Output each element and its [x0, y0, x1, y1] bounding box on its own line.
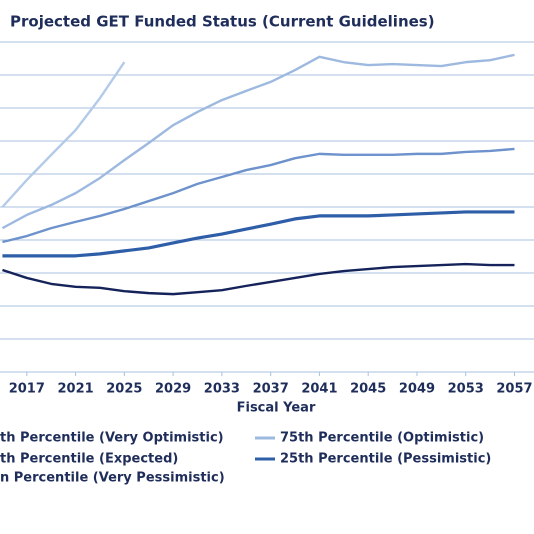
x-tick-label: 2029: [155, 382, 191, 397]
series-line: [1, 53, 515, 230]
x-tick-label: 2017: [9, 382, 45, 397]
legend-label: 25th Percentile (Pessimistic): [280, 452, 491, 467]
x-tick-label: 2045: [350, 382, 386, 397]
x-tick-label: 2053: [448, 382, 484, 397]
x-tick-label: 2049: [399, 382, 435, 397]
plot-lines: [1, 53, 515, 296]
legend-label: n Percentile (Very Pessimistic): [0, 471, 225, 486]
x-axis-title: Fiscal Year: [237, 401, 316, 416]
series-line: [2, 147, 515, 244]
series-line: [1, 61, 126, 208]
legend-label: 75th Percentile (Optimistic): [280, 431, 484, 446]
x-tick-label: 2033: [204, 382, 240, 397]
x-tick-label: 2057: [496, 382, 532, 397]
chart-title: Projected GET Funded Status (Current Gui…: [10, 13, 435, 31]
x-tick-label: 2041: [301, 382, 337, 397]
x-tick-label: 2025: [106, 382, 142, 397]
x-tick-label: 2037: [253, 382, 289, 397]
legend-label: th Percentile (Very Optimistic): [0, 431, 224, 446]
legend-label: th Percentile (Expected): [0, 452, 178, 467]
x-tick-label: 2021: [57, 382, 93, 397]
series-line: [2, 262, 515, 296]
series-line: [2, 210, 515, 258]
